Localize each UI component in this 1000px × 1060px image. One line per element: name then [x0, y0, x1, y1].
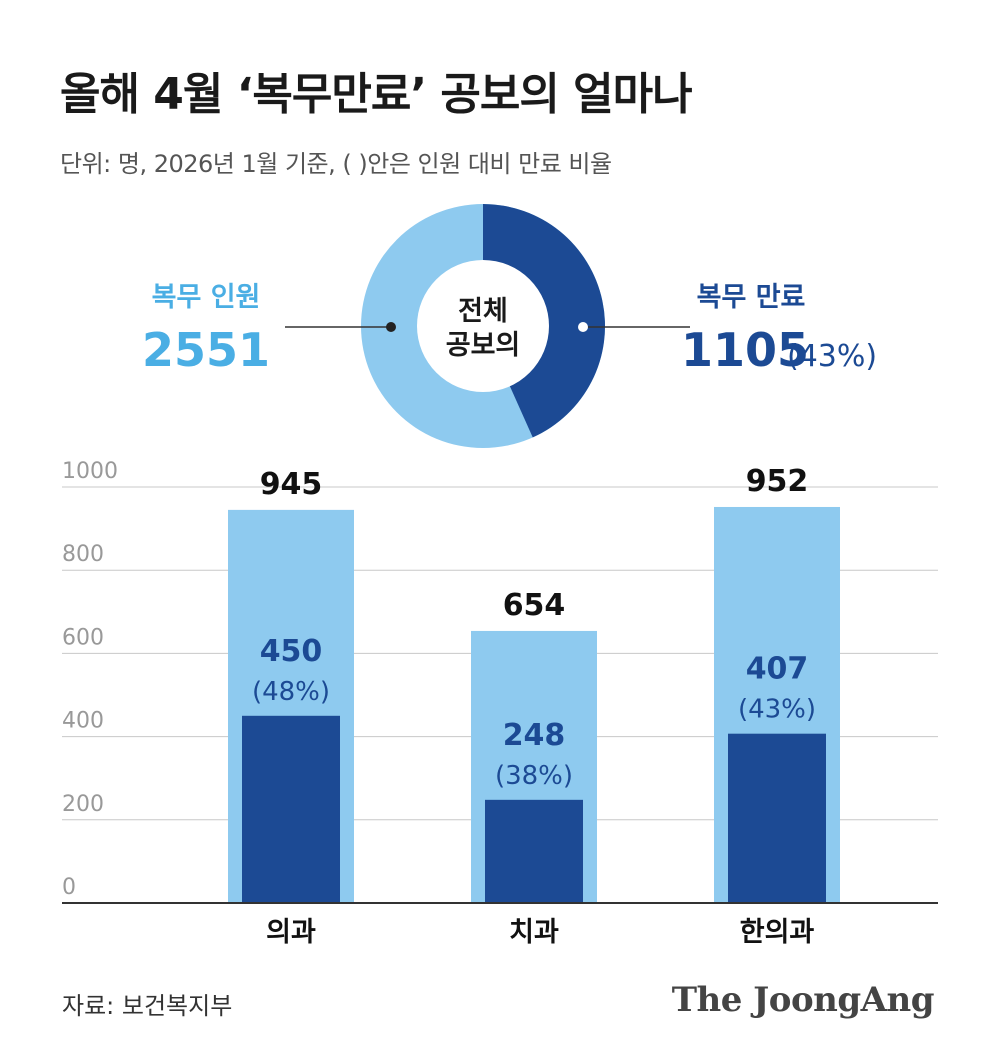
bar-expired-label: 248 [503, 718, 566, 753]
bar-expired [728, 733, 826, 903]
leader-dot-total [386, 322, 396, 332]
bar-total-label: 654 [503, 588, 566, 623]
x-category-label: 치과 [509, 917, 559, 948]
leader-dot-expired [578, 322, 588, 332]
expired-value: 1105 [681, 323, 809, 377]
bar-total-label: 945 [260, 467, 323, 502]
chart-title: 올해 4월 ‘복무만료’ 공보의 얼마나 [60, 69, 693, 120]
donut-center-label-2: 공보의 [446, 330, 521, 361]
bar-expired-label: 450 [260, 634, 323, 669]
y-tick-label: 1000 [62, 459, 118, 484]
y-tick-label: 0 [62, 875, 76, 900]
y-tick-label: 600 [62, 625, 104, 650]
total-label: 복무 인원 [152, 282, 261, 313]
chart-subtitle: 단위: 명, 2026년 1월 기준, ( )안은 인원 대비 만료 비율 [60, 150, 612, 178]
bar-pct-label: (48%) [252, 677, 330, 707]
bar-pct-label: (38%) [495, 761, 573, 791]
y-tick-label: 800 [62, 542, 104, 567]
expired-pct: (43%) [787, 339, 877, 374]
expired-label: 복무 만료 [697, 282, 806, 313]
source-note: 자료: 보건복지부 [62, 992, 233, 1020]
bar-expired [485, 799, 583, 903]
x-category-label: 의과 [266, 917, 316, 948]
y-tick-label: 400 [62, 709, 104, 734]
bar-total-label: 952 [746, 464, 809, 499]
x-category-label: 한의과 [740, 917, 815, 948]
y-tick-label: 200 [62, 792, 104, 817]
bar-expired-label: 407 [746, 652, 809, 687]
total-value: 2551 [142, 323, 270, 377]
donut-center-label-1: 전체 [458, 296, 508, 327]
donut-hole [417, 260, 549, 392]
bar-expired [242, 715, 340, 903]
brand-logo: The JoongAng [671, 980, 935, 1020]
bar-pct-label: (43%) [738, 695, 816, 725]
